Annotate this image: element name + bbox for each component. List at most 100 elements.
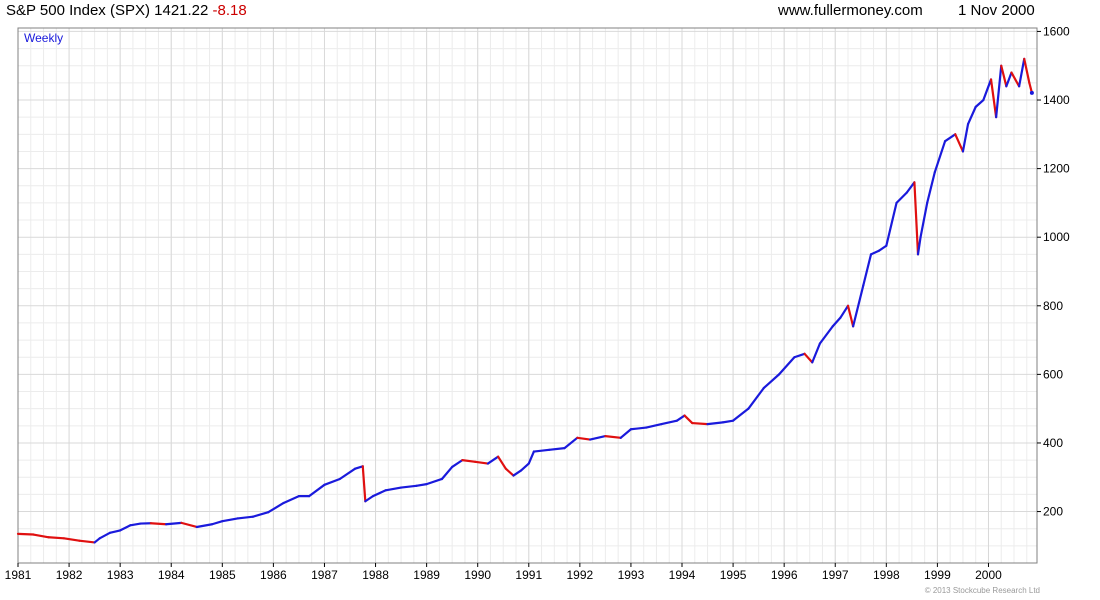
price-segment	[425, 477, 444, 486]
price-segment	[497, 455, 507, 470]
last-price-point	[1029, 90, 1034, 95]
price-segment	[989, 78, 998, 119]
x-tick-label: 1986	[260, 568, 287, 582]
price-segment	[839, 304, 850, 319]
price-segment	[604, 435, 622, 439]
price-segment	[619, 428, 633, 439]
price-change: -8.18	[212, 2, 247, 19]
x-tick-label: 1995	[720, 568, 747, 582]
price-segment	[520, 462, 530, 472]
price-segment	[913, 181, 920, 256]
price-segment	[504, 467, 515, 477]
price-segment	[811, 342, 822, 364]
price-segment	[165, 521, 183, 526]
price-segment	[576, 436, 592, 441]
price-segment	[251, 511, 270, 518]
price-segment	[919, 201, 929, 239]
price-segment	[954, 133, 965, 153]
price-segment	[47, 536, 66, 540]
price-segment	[119, 524, 132, 532]
index-name-and-value: S&P 500 Index (SPX) 1421.22	[6, 2, 209, 19]
x-tick-label: 1983	[107, 568, 134, 582]
price-segment	[548, 447, 566, 451]
x-tick-label: 1984	[158, 568, 185, 582]
price-segment	[683, 414, 694, 425]
price-segment	[195, 523, 214, 529]
price-segment	[645, 423, 663, 429]
x-tick-label: 1991	[515, 568, 542, 582]
price-segment	[982, 78, 993, 102]
price-segment	[563, 436, 579, 450]
y-tick-label: 1000	[1043, 230, 1070, 244]
price-segment	[895, 191, 908, 205]
price-segment	[1000, 64, 1008, 88]
price-segment	[361, 465, 367, 503]
price-segment	[943, 133, 957, 143]
price-segment	[803, 352, 814, 364]
price-segment	[180, 521, 198, 529]
website-label: www.fullermoney.com	[778, 2, 923, 19]
price-segment	[1023, 57, 1031, 84]
price-segment	[210, 520, 224, 526]
x-tick-label: 1998	[873, 568, 900, 582]
price-segment	[1005, 71, 1013, 88]
price-segment	[877, 244, 888, 253]
price-segment	[995, 64, 1003, 119]
price-segment	[451, 459, 464, 469]
price-segment	[364, 495, 375, 503]
price-segment	[933, 140, 947, 174]
price-segment	[961, 122, 970, 153]
price-segment	[660, 419, 679, 426]
price-segment	[16, 532, 35, 536]
price-segment	[818, 325, 834, 345]
price-segment	[323, 477, 341, 486]
y-tick-label: 1600	[1043, 24, 1070, 38]
price-segment	[486, 455, 500, 465]
x-tick-label: 1999	[924, 568, 951, 582]
y-tick-label: 1200	[1043, 162, 1070, 176]
price-segment	[32, 533, 50, 539]
price-segment	[399, 484, 418, 489]
chart-title: S&P 500 Index (SPX) 1421.22 -8.18	[6, 2, 247, 19]
price-segment	[926, 170, 936, 205]
price-segment	[221, 517, 239, 523]
x-tick-label: 1992	[567, 568, 594, 582]
x-tick-label: 1985	[209, 568, 236, 582]
price-segment	[629, 426, 648, 431]
price-segment	[527, 450, 535, 465]
y-tick-label: 600	[1043, 367, 1063, 381]
price-segment	[721, 419, 735, 424]
x-tick-label: 1997	[822, 568, 849, 582]
price-segment	[731, 407, 750, 422]
price-segment	[588, 435, 607, 441]
x-tick-label: 1981	[5, 568, 32, 582]
price-segment	[461, 459, 477, 463]
copyright-note: © 2013 Stockcube Research Ltd	[924, 586, 1040, 595]
x-tick-label: 1993	[618, 568, 645, 582]
chart-date: 1 Nov 2000	[958, 2, 1035, 19]
price-segment	[885, 201, 898, 247]
price-segment	[512, 469, 523, 477]
price-segment	[777, 356, 796, 376]
price-segment	[308, 483, 326, 498]
price-segment	[852, 284, 865, 328]
price-segment	[78, 539, 96, 544]
price-segment	[354, 465, 364, 470]
x-tick-label: 1988	[362, 568, 389, 582]
x-tick-label: 1990	[464, 568, 491, 582]
price-segment	[966, 105, 977, 126]
period-label: Weekly	[24, 31, 63, 45]
price-segment	[440, 465, 454, 481]
x-tick-label: 1987	[311, 568, 338, 582]
price-segment	[846, 304, 855, 328]
x-tick-label: 1982	[56, 568, 83, 582]
y-tick-label: 200	[1043, 505, 1063, 519]
price-segment	[282, 495, 301, 505]
price-segment	[384, 486, 403, 492]
x-tick-label: 1994	[669, 568, 696, 582]
price-segment	[762, 373, 781, 390]
x-tick-label: 1996	[771, 568, 798, 582]
price-segment	[108, 529, 122, 534]
price-segment	[474, 460, 490, 465]
